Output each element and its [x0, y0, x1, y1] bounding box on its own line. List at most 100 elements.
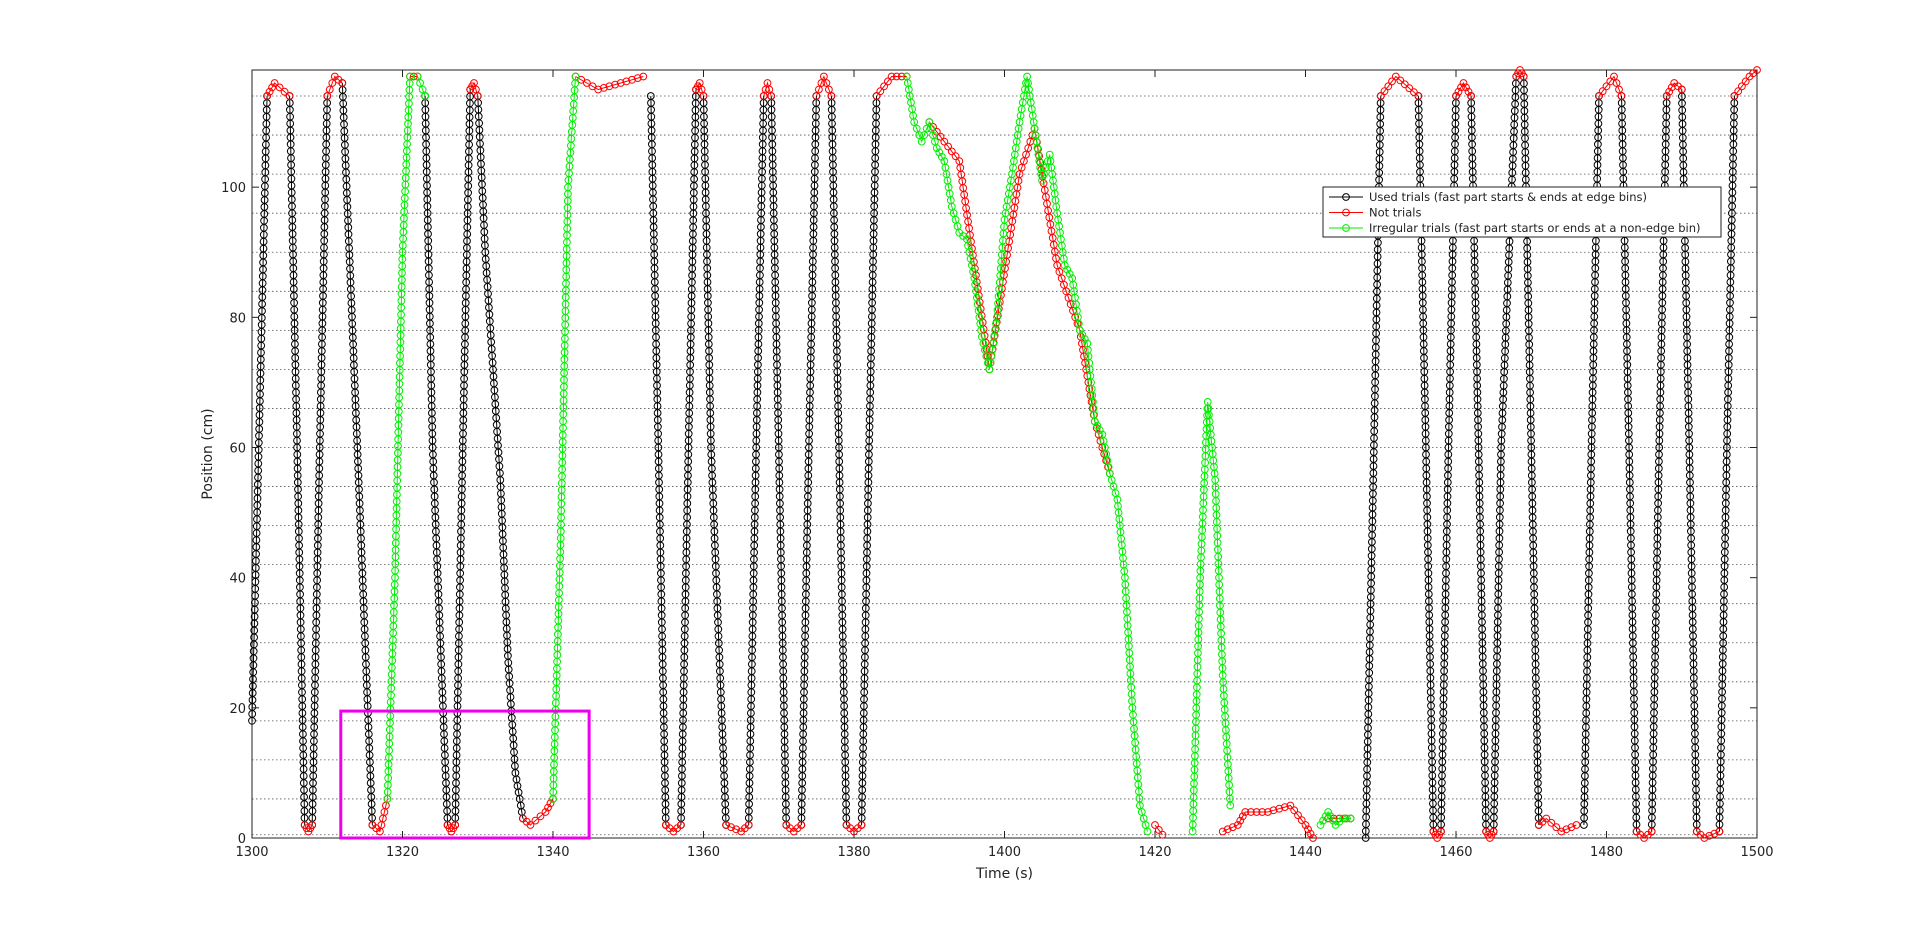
- data-point-marker: [935, 148, 944, 157]
- data-point-marker: [1738, 82, 1746, 91]
- data-point-marker: [599, 84, 608, 92]
- data-point-marker: [1400, 80, 1409, 89]
- data-point-marker: [583, 79, 591, 87]
- series-line: [1718, 95, 1735, 832]
- data-point-marker: [268, 83, 277, 92]
- data-point-marker: [1319, 816, 1327, 825]
- series-line: [1696, 831, 1720, 839]
- data-point-marker: [1275, 804, 1284, 813]
- data-point-marker: [1324, 808, 1332, 816]
- series-line: [575, 76, 644, 91]
- data-point-marker: [1316, 821, 1325, 829]
- data-point-marker: [1615, 85, 1623, 94]
- data-point-marker: [1236, 816, 1245, 825]
- data-point-marker: [1228, 823, 1237, 832]
- data-point-marker: [1078, 330, 1087, 339]
- data-point-marker: [917, 137, 926, 146]
- data-point-marker: [1306, 829, 1315, 838]
- data-point-marker: [451, 821, 460, 829]
- data-point-marker: [922, 124, 931, 133]
- data-point-marker: [1437, 827, 1445, 836]
- legend: Used trials (fast part starts & ends at …: [1322, 186, 1722, 238]
- data-point-marker: [1304, 825, 1312, 834]
- data-point-marker: [1700, 834, 1709, 842]
- data-point-marker: [876, 87, 885, 96]
- data-point-marker: [1218, 827, 1227, 836]
- data-point-marker: [817, 79, 826, 87]
- data-point-marker: [699, 92, 708, 100]
- data-point-marker: [1343, 814, 1351, 823]
- series-line: [266, 82, 290, 97]
- series-line: [861, 95, 878, 826]
- data-point-marker: [1143, 827, 1152, 836]
- data-point-marker: [275, 83, 284, 92]
- annotation-layer: [339, 709, 591, 840]
- y-tick-label: 100: [221, 181, 246, 196]
- legend-swatch-marker: [1342, 208, 1350, 217]
- data-point-marker: [588, 82, 597, 91]
- data-point-marker: [1309, 834, 1317, 842]
- data-point-marker: [1552, 823, 1561, 832]
- data-point-marker: [1414, 92, 1423, 100]
- data-point-marker: [1060, 261, 1069, 270]
- data-point-marker: [825, 85, 833, 94]
- data-point-marker: [263, 92, 272, 100]
- series-line: [1154, 824, 1163, 836]
- data-point-marker: [932, 144, 941, 153]
- data-point-marker: [413, 72, 422, 81]
- x-axis-label: Time (s): [975, 866, 1033, 882]
- data-point-marker: [1080, 335, 1089, 343]
- data-point-marker: [605, 82, 614, 91]
- data-point-marker: [1705, 831, 1714, 840]
- y-tick-label: 40: [229, 572, 246, 587]
- data-point-marker: [940, 137, 949, 146]
- data-point-marker: [1063, 265, 1072, 274]
- data-point-marker: [1158, 830, 1167, 839]
- data-point-marker: [1238, 812, 1247, 821]
- data-point-marker: [1457, 83, 1465, 92]
- data-point-marker: [616, 79, 625, 87]
- data-point-marker: [677, 821, 685, 829]
- legend-entry-label: Used trials (fast part starts & ends at …: [1369, 190, 1647, 204]
- data-point-marker: [897, 72, 906, 81]
- data-point-marker: [857, 821, 866, 829]
- data-point-marker: [1269, 806, 1278, 815]
- series-line: [1734, 69, 1758, 97]
- data-point-marker: [1247, 808, 1255, 816]
- data-point-marker: [910, 118, 919, 126]
- data-point-marker: [323, 92, 332, 100]
- data-point-marker: [1346, 814, 1355, 823]
- data-point-marker: [1405, 84, 1414, 93]
- data-point-marker: [912, 124, 921, 133]
- x-tick-label: 1320: [386, 845, 419, 860]
- data-point-marker: [526, 821, 535, 829]
- x-tick-label: 1360: [687, 845, 720, 860]
- data-point-marker: [1233, 821, 1242, 829]
- data-point-marker: [815, 85, 823, 94]
- x-tick-label: 1300: [235, 845, 268, 860]
- data-point-marker: [473, 92, 482, 100]
- data-point-marker: [1489, 827, 1498, 836]
- data-point-marker: [308, 821, 317, 829]
- data-point-marker: [1258, 808, 1267, 816]
- series-layer: [248, 66, 1761, 842]
- data-point-marker: [1519, 72, 1528, 81]
- data-point-marker: [1339, 814, 1347, 823]
- data-point-marker: [1090, 417, 1099, 426]
- data-point-marker: [1464, 87, 1473, 96]
- series-line: [770, 95, 787, 826]
- data-point-marker: [1223, 825, 1232, 834]
- data-point-marker: [887, 72, 896, 81]
- data-point-marker: [1226, 801, 1235, 810]
- data-point-marker: [1454, 87, 1463, 96]
- data-point-marker: [406, 72, 414, 81]
- data-point-marker: [892, 72, 901, 81]
- data-point-marker: [1677, 85, 1686, 94]
- data-point-marker: [633, 74, 642, 82]
- series-line: [800, 95, 817, 826]
- x-tick-label: 1500: [1740, 845, 1773, 860]
- data-point-marker: [820, 72, 828, 81]
- data-point-marker: [1459, 79, 1468, 87]
- y-tick-label: 60: [229, 441, 246, 456]
